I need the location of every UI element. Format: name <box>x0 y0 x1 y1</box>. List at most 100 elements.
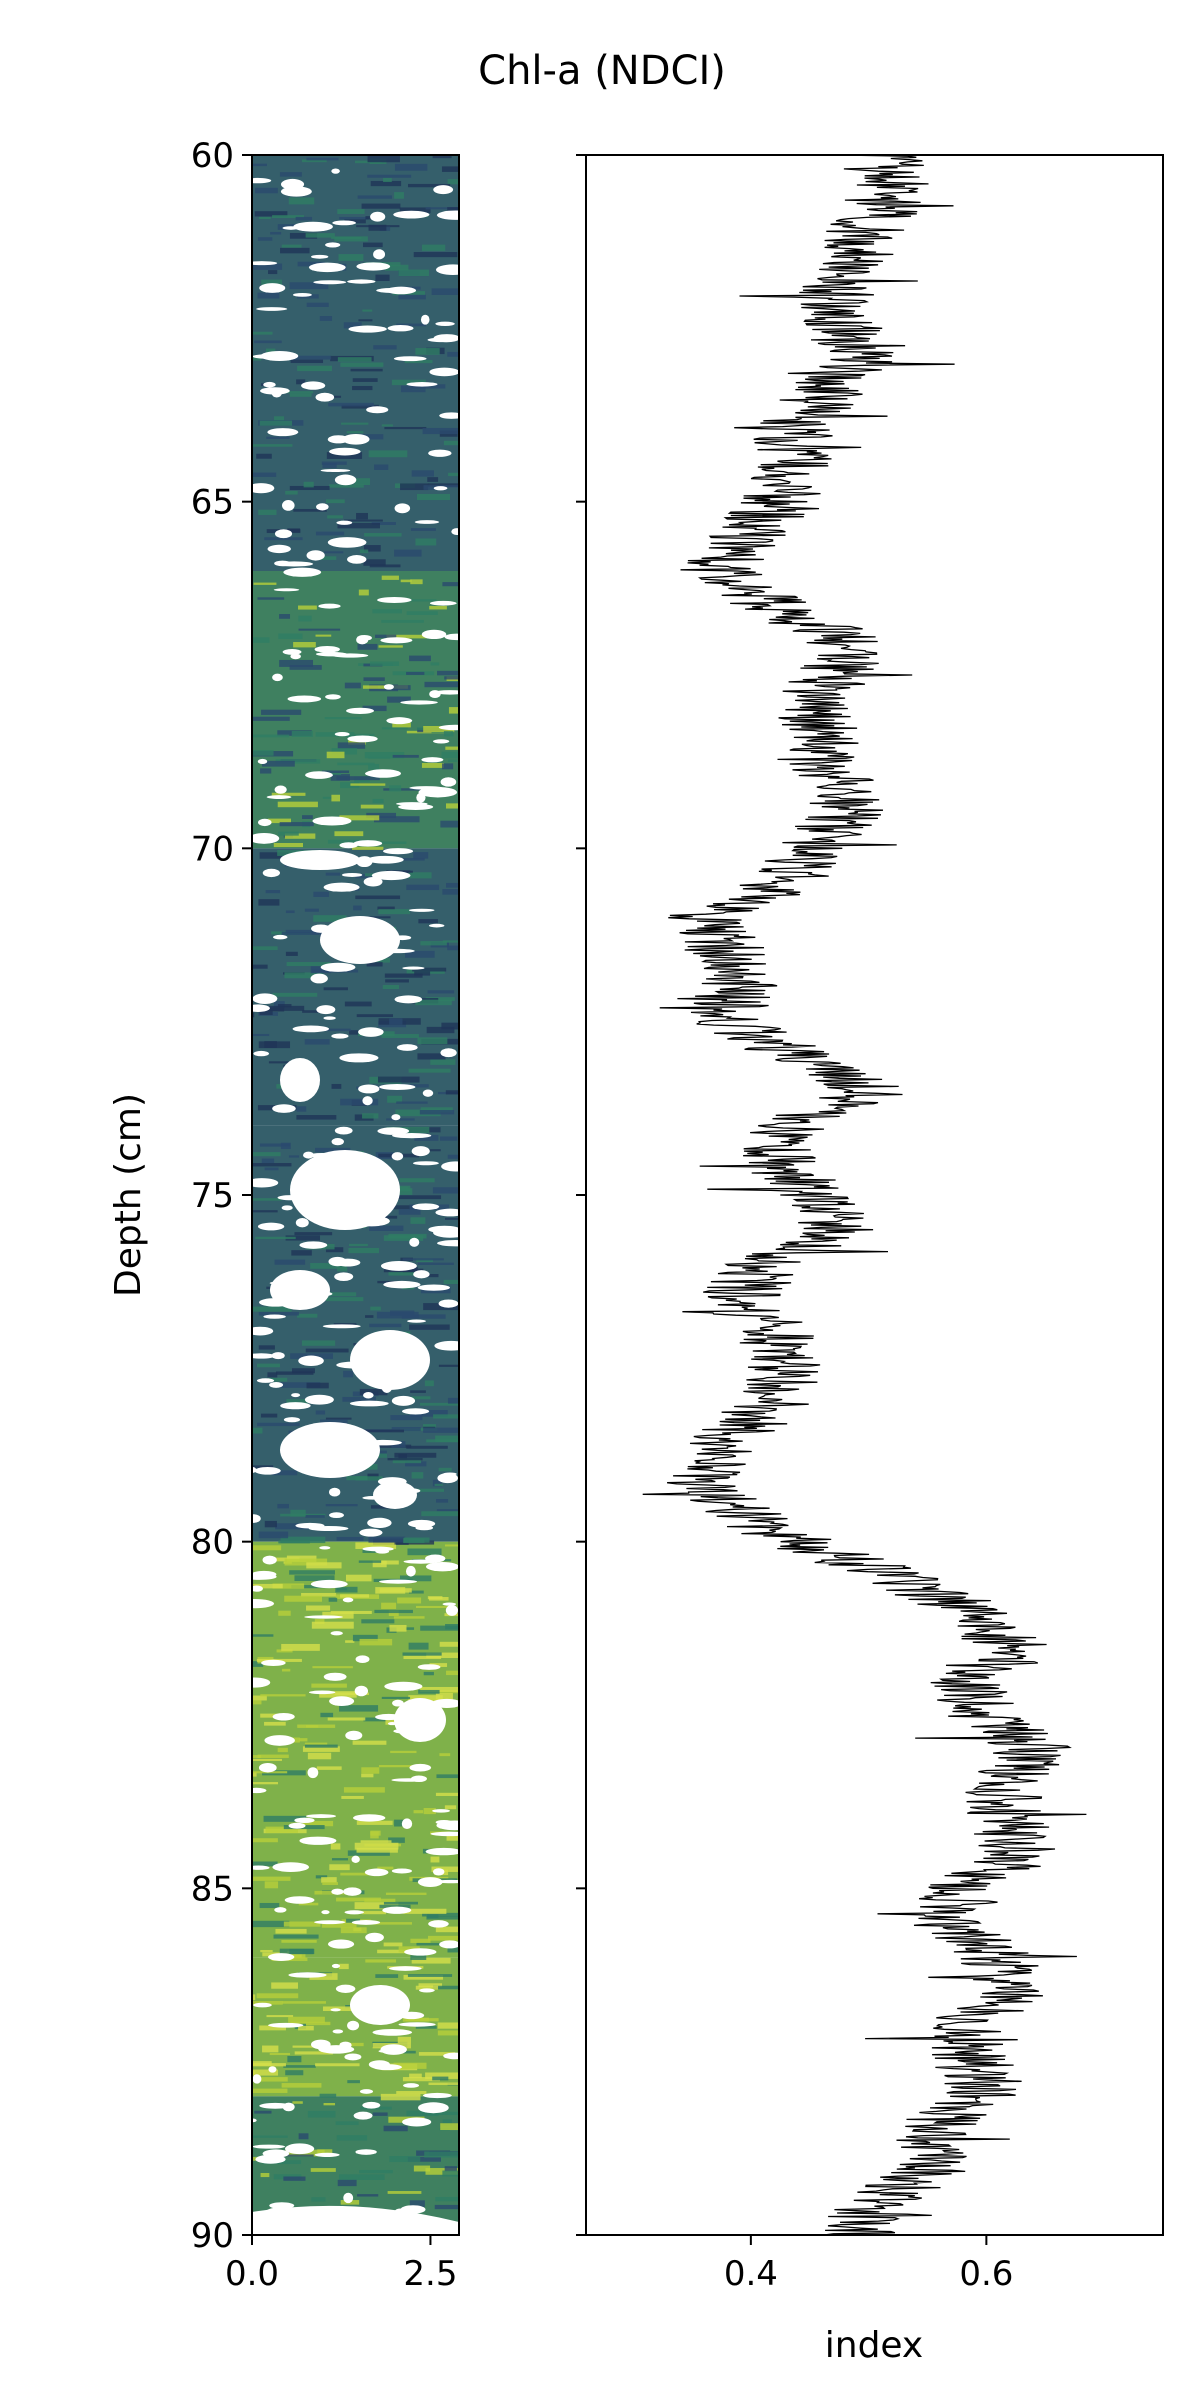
core-void <box>356 856 373 868</box>
core-streak <box>408 1642 429 1650</box>
core-void <box>436 210 459 220</box>
core-streak <box>391 1427 421 1432</box>
core-streak <box>313 891 329 897</box>
core-void <box>451 528 459 536</box>
core-streak <box>259 2025 286 2031</box>
core-void <box>433 739 450 744</box>
core-void <box>394 503 411 514</box>
core-streak <box>252 1427 263 1434</box>
core-streak <box>361 203 401 209</box>
core-streak <box>288 197 315 205</box>
core-void <box>252 2118 257 2123</box>
core-streak <box>440 2123 459 2131</box>
core-streak <box>341 404 379 409</box>
core-void <box>407 1319 426 1323</box>
core-streak <box>378 1765 424 1768</box>
core-streak <box>267 1372 278 1378</box>
core-streak <box>293 642 316 648</box>
core-streak <box>294 2051 333 2055</box>
core-streak <box>341 1795 364 1799</box>
core-streak <box>326 452 363 459</box>
core-void <box>254 1466 281 1475</box>
core-streak <box>328 1597 338 1602</box>
core-void <box>412 1203 440 1210</box>
core-streak <box>285 490 298 495</box>
core-streak <box>362 1113 379 1119</box>
core-void <box>393 356 427 362</box>
core-streak <box>336 2135 368 2141</box>
core-streak <box>266 2015 294 2018</box>
core-streak <box>337 209 365 214</box>
core-streak <box>403 1655 442 1660</box>
core-streak <box>290 1509 306 1517</box>
core-streak <box>301 1592 337 1597</box>
core-streak <box>258 1531 289 1539</box>
core-streak <box>252 1545 282 1551</box>
core-streak <box>365 1959 397 1963</box>
core-streak <box>381 1696 411 1699</box>
core-void <box>415 1525 434 1531</box>
core-streak <box>294 1575 335 1581</box>
core-streak <box>292 2101 303 2104</box>
core-streak <box>268 270 278 275</box>
core-void <box>272 1104 296 1113</box>
core-void <box>372 2029 413 2036</box>
core-streak <box>410 579 423 585</box>
core-streak <box>419 1110 455 1115</box>
core-streak <box>406 671 425 675</box>
core-streak <box>317 2149 333 2154</box>
core-streak <box>444 1544 459 1547</box>
core-void <box>274 1907 287 1913</box>
core-void <box>377 1127 410 1135</box>
core-streak <box>435 1692 453 1700</box>
core-streak <box>353 905 362 911</box>
core-void <box>274 785 287 794</box>
core-streak <box>270 231 282 235</box>
core-streak <box>295 216 313 221</box>
core-streak <box>323 987 348 991</box>
core-void <box>362 1096 373 1106</box>
core-streak <box>442 763 454 770</box>
core-streak <box>408 183 451 188</box>
core-streak <box>352 1634 378 1642</box>
core-void <box>417 1284 450 1291</box>
core-void <box>280 850 360 870</box>
core-void <box>342 1597 354 1603</box>
core-void <box>252 832 280 844</box>
core-void <box>348 325 387 333</box>
core-streak <box>426 1915 459 1920</box>
core-void <box>339 842 358 849</box>
core-void <box>290 653 301 660</box>
profile-panel: 0.4 0.6 index <box>576 154 1164 2366</box>
core-void <box>372 2064 402 2071</box>
core-void <box>383 848 414 855</box>
core-streak <box>348 1243 368 1247</box>
core-streak <box>325 1417 352 1420</box>
core-streak <box>305 1515 325 1518</box>
core-void <box>295 1522 325 1529</box>
core-void <box>404 1948 437 1956</box>
core-void <box>252 1326 274 1336</box>
core-streak <box>259 1143 291 1147</box>
core-streak <box>330 395 342 398</box>
core-streak <box>445 1217 459 1220</box>
core-void <box>440 1048 457 1058</box>
core-streak <box>408 872 432 879</box>
core-streak <box>411 1472 424 1479</box>
core-streak <box>401 2050 416 2054</box>
core-streak <box>363 677 385 681</box>
core-streak <box>390 1415 423 1421</box>
core-streak <box>252 163 267 167</box>
core-streak <box>349 1030 362 1035</box>
core-streak <box>260 1713 280 1718</box>
core-streak <box>277 1004 292 1008</box>
core-streak <box>406 2110 439 2117</box>
core-streak <box>384 973 423 978</box>
core-streak <box>255 1236 296 1240</box>
core-streak <box>288 1155 300 1158</box>
core-streak <box>321 1921 357 1928</box>
core-void <box>323 1016 336 1020</box>
core-streak <box>290 359 324 364</box>
core-void <box>323 882 360 892</box>
core-streak <box>252 1758 282 1761</box>
